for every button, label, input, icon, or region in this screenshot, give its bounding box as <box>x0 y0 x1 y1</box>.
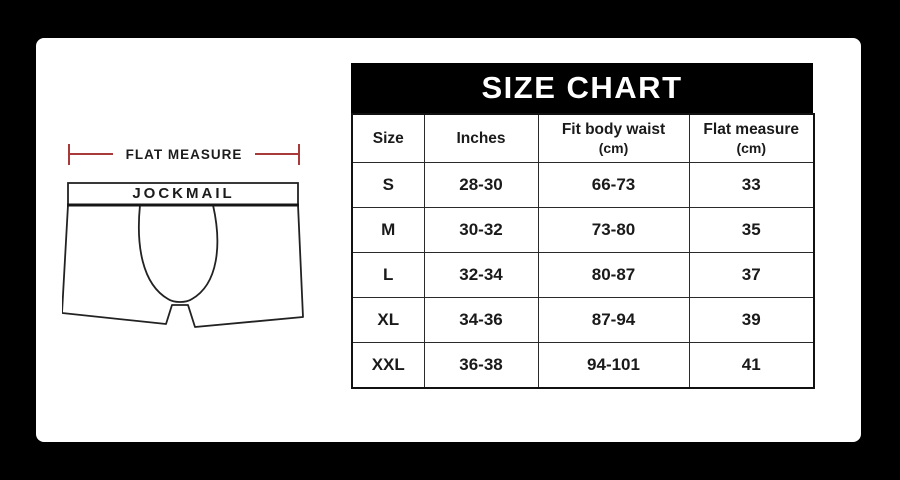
measure-right-line <box>255 153 298 155</box>
waistband-brand-label: JOCKMAIL <box>132 184 235 202</box>
table-row: XXL 36-38 94-101 41 <box>351 342 815 389</box>
cell-flat-measure: 41 <box>688 342 815 389</box>
cell-fit-body-waist: 80-87 <box>537 252 690 298</box>
cell-fit-body-waist: 87-94 <box>537 297 690 343</box>
cell-size: XXL <box>351 342 425 389</box>
cell-flat-measure: 35 <box>688 207 815 253</box>
table-row: L 32-34 80-87 37 <box>351 252 815 298</box>
table-row: XL 34-36 87-94 39 <box>351 297 815 343</box>
table-row: M 30-32 73-80 35 <box>351 207 815 253</box>
cell-size: S <box>351 162 425 208</box>
cell-flat-measure: 39 <box>688 297 815 343</box>
column-header-fit-body-waist: Fit body waist (cm) <box>537 113 690 163</box>
size-chart: SIZE CHART Size Inches Fit body waist (c… <box>351 63 815 389</box>
cell-fit-body-waist: 66-73 <box>537 162 690 208</box>
column-header-size: Size <box>351 113 425 163</box>
table-row: S 28-30 66-73 33 <box>351 162 815 208</box>
boxer-briefs-outline-icon <box>62 182 304 328</box>
cell-fit-body-waist: 73-80 <box>537 207 690 253</box>
cell-inches: 30-32 <box>423 207 539 253</box>
size-chart-title: SIZE CHART <box>351 63 813 113</box>
header-row: Size Inches Fit body waist (cm) Flat mea… <box>351 113 815 163</box>
flat-measure-label: FLAT MEASURE <box>125 146 243 162</box>
cell-size: XL <box>351 297 425 343</box>
cell-inches: 28-30 <box>423 162 539 208</box>
measure-left-line <box>70 153 113 155</box>
boxer-briefs-drawing <box>62 180 304 332</box>
cell-size: M <box>351 207 425 253</box>
cell-size: L <box>351 252 425 298</box>
size-chart-table: Size Inches Fit body waist (cm) Flat mea… <box>351 113 815 389</box>
cell-inches: 32-34 <box>423 252 539 298</box>
cell-flat-measure: 33 <box>688 162 815 208</box>
measure-right-tick-icon <box>298 143 300 165</box>
cell-inches: 34-36 <box>423 297 539 343</box>
flat-measure-annotation: FLAT MEASURE <box>68 143 300 165</box>
column-header-flat-measure: Flat measure (cm) <box>688 113 815 163</box>
cell-inches: 36-38 <box>423 342 539 389</box>
cell-flat-measure: 37 <box>688 252 815 298</box>
cell-fit-body-waist: 94-101 <box>537 342 690 389</box>
content-panel: FLAT MEASURE JOCKMAIL SIZE CHART Size <box>36 38 861 442</box>
measure-left-tick-icon <box>68 143 70 165</box>
column-header-inches: Inches <box>423 113 539 163</box>
